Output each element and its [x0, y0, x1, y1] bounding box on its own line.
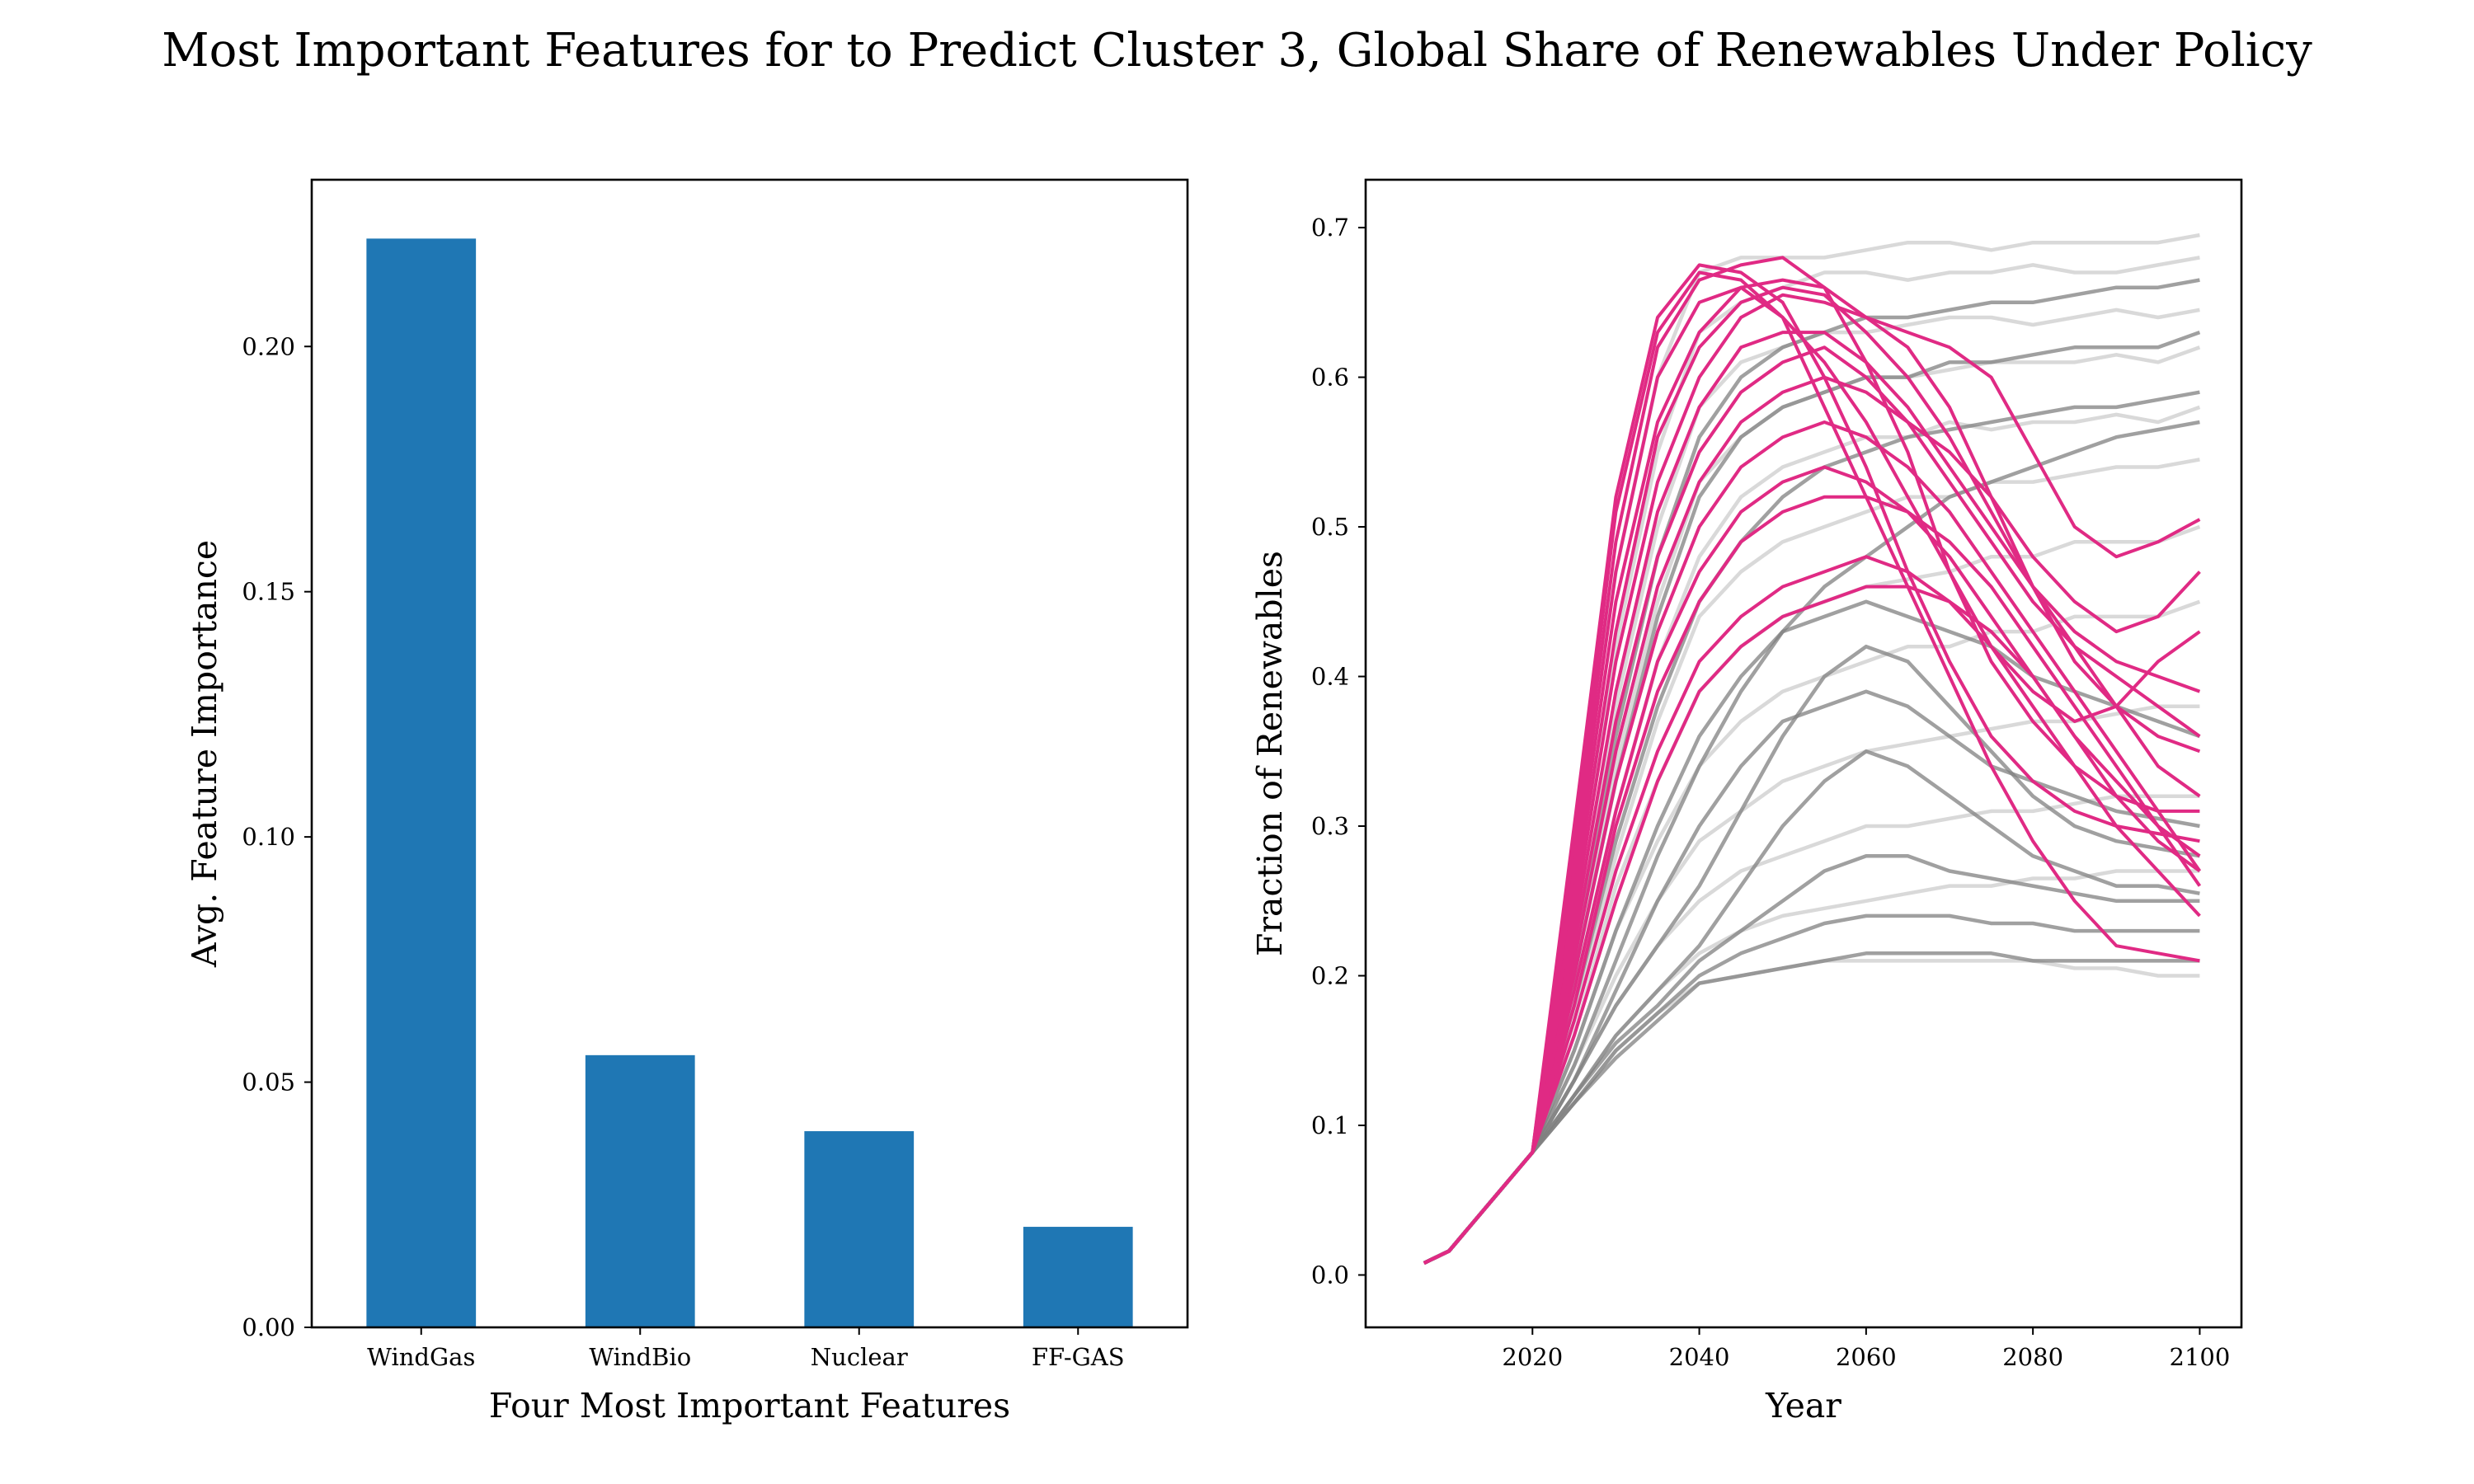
- line-chart-series: [1423, 232, 2202, 1266]
- bar-chart-x-axis-label: Four Most Important Features: [489, 1386, 1010, 1425]
- bar-chart-y-tick-label: 0.00: [242, 1313, 295, 1341]
- bar-chart-x-tick-label: WindGas: [367, 1343, 475, 1371]
- bar-chart-bars: [366, 238, 1133, 1327]
- cluster-3-series-line: [1423, 420, 2202, 1265]
- other-series-line: [1423, 420, 2200, 1266]
- bar-chart-panel: 0.00 0.05 0.10 0.15 0.20 WindGas WindBio Nucle…: [185, 178, 1189, 1425]
- line-chart-y-tick-label: 0.4: [1311, 663, 1349, 691]
- line-chart-x-ticks: 2020 2040 2060 2080 2100: [1502, 1327, 2230, 1371]
- other-series-line: [1423, 644, 2200, 1266]
- line-chart-frame: [1364, 178, 2243, 1329]
- line-chart-x-tick-label: 2100: [2170, 1343, 2231, 1371]
- line-chart-y-tick-label: 0.7: [1311, 214, 1349, 242]
- bar-chart-y-tick-label: 0.05: [242, 1068, 295, 1097]
- line-chart-x-tick-label: 2040: [1669, 1343, 1730, 1371]
- bar-chart-y-axis-label: Avg. Feature Importance: [185, 540, 224, 968]
- line-chart-y-tick-label: 0.3: [1311, 812, 1349, 840]
- line-chart-y-tick-label: 0.1: [1311, 1111, 1349, 1139]
- bar-ff-gas: [1023, 1227, 1133, 1327]
- bar-chart-x-tick-label: WindBio: [589, 1343, 691, 1371]
- bar-chart-frame: [310, 178, 1189, 1329]
- other-series-line: [1423, 794, 2200, 1266]
- line-chart-y-tick-label: 0.5: [1311, 513, 1349, 541]
- bar-windbio: [585, 1054, 695, 1327]
- line-chart-x-axis-label: Year: [1765, 1386, 1841, 1425]
- bar-chart-x-ticks: WindGas WindBio Nuclear FF-GAS: [367, 1327, 1125, 1371]
- bar-chart-x-tick-label: FF-GAS: [1032, 1343, 1125, 1371]
- line-chart-x-tick-label: 2080: [2002, 1343, 2063, 1371]
- line-chart-y-ticks: 0.0 0.1 0.2 0.3 0.4 0.5 0.6 0.7: [1311, 214, 1366, 1289]
- bar-chart-x-tick-label: Nuclear: [811, 1343, 908, 1371]
- cluster-3-series-line: [1423, 285, 2201, 1265]
- cluster-3-series-line: [1423, 555, 2201, 1265]
- line-chart-panel: 0.0 0.1 0.2 0.3 0.4 0.5 0.6 0.7 2020 2040 2060 208…: [1250, 178, 2243, 1425]
- other-series-line: [1423, 704, 2200, 1266]
- cluster-3-series-line: [1423, 495, 2202, 1265]
- line-chart-x-tick-label: 2060: [1836, 1343, 1897, 1371]
- cluster-3-series-line: [1423, 331, 2201, 1265]
- line-chart-x-tick-label: 2020: [1502, 1343, 1563, 1371]
- figure-title: Most Important Features for to Predict C…: [162, 24, 2312, 77]
- other-series-line: [1423, 689, 2200, 1266]
- cluster-3-series-line: [1423, 375, 2201, 1265]
- bar-chart-y-ticks: 0.00 0.05 0.10 0.15 0.20: [242, 332, 312, 1341]
- line-chart-y-tick-label: 0.0: [1311, 1261, 1349, 1289]
- cluster-3-series-line: [1423, 285, 2201, 1265]
- line-chart-y-axis-label: Fraction of Renewables: [1250, 551, 1290, 956]
- other-series-line: [1423, 854, 2200, 1266]
- bar-chart-y-tick-label: 0.15: [242, 578, 295, 606]
- cluster-3-series-line: [1423, 293, 2201, 1265]
- other-series-line: [1423, 951, 2200, 1266]
- bar-chart-y-tick-label: 0.20: [242, 332, 295, 360]
- bar-nuclear: [804, 1131, 915, 1327]
- bar-windgas: [366, 238, 477, 1327]
- cluster-3-series-line: [1423, 585, 2201, 1265]
- cluster-3-series-line: [1423, 270, 2200, 1265]
- cluster-3-series-line: [1423, 278, 2201, 1265]
- bar-chart-y-tick-label: 0.10: [242, 823, 295, 851]
- line-chart-y-tick-label: 0.6: [1311, 364, 1349, 392]
- line-chart-y-tick-label: 0.2: [1311, 962, 1349, 990]
